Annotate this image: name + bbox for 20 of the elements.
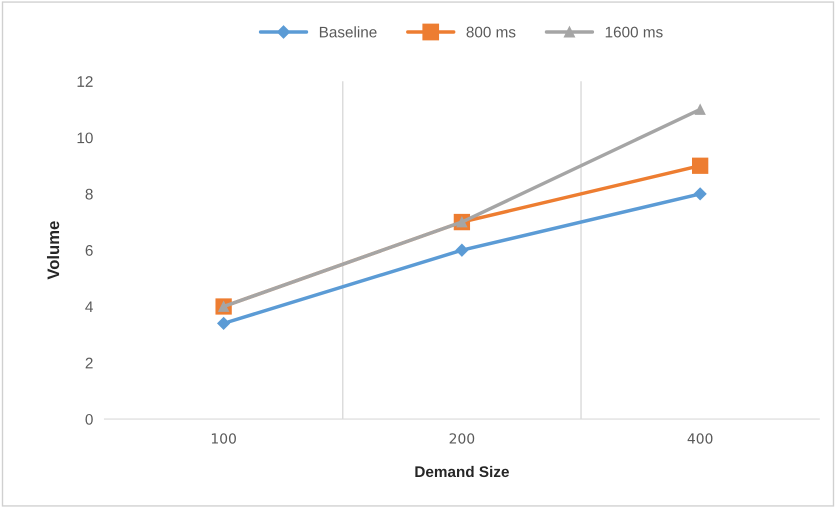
y-tick-label: 12 bbox=[78, 76, 93, 87]
y-tick-label: 0 bbox=[85, 414, 93, 425]
legend-label: Baseline bbox=[320, 26, 377, 38]
y-axis-title: Volume bbox=[46, 221, 60, 280]
point bbox=[455, 244, 468, 257]
point bbox=[694, 104, 706, 115]
x-tick-label: 400 bbox=[688, 433, 712, 444]
x-axis-title: Demand Size bbox=[415, 466, 509, 478]
point bbox=[217, 316, 230, 330]
y-tick-label: 8 bbox=[86, 188, 93, 200]
x-tick-label: 100 bbox=[212, 433, 236, 444]
y-tick-label: 2 bbox=[86, 358, 93, 368]
legend-label: 800 ms bbox=[466, 26, 516, 38]
x-tick-label: 200 bbox=[450, 433, 474, 444]
y-tick-label: 6 bbox=[86, 245, 93, 256]
point bbox=[694, 187, 707, 200]
legend-label: 1600 ms bbox=[606, 26, 663, 38]
y-tick-label: 4 bbox=[85, 302, 93, 312]
y-tick-label: 10 bbox=[78, 132, 93, 144]
point bbox=[692, 158, 708, 174]
